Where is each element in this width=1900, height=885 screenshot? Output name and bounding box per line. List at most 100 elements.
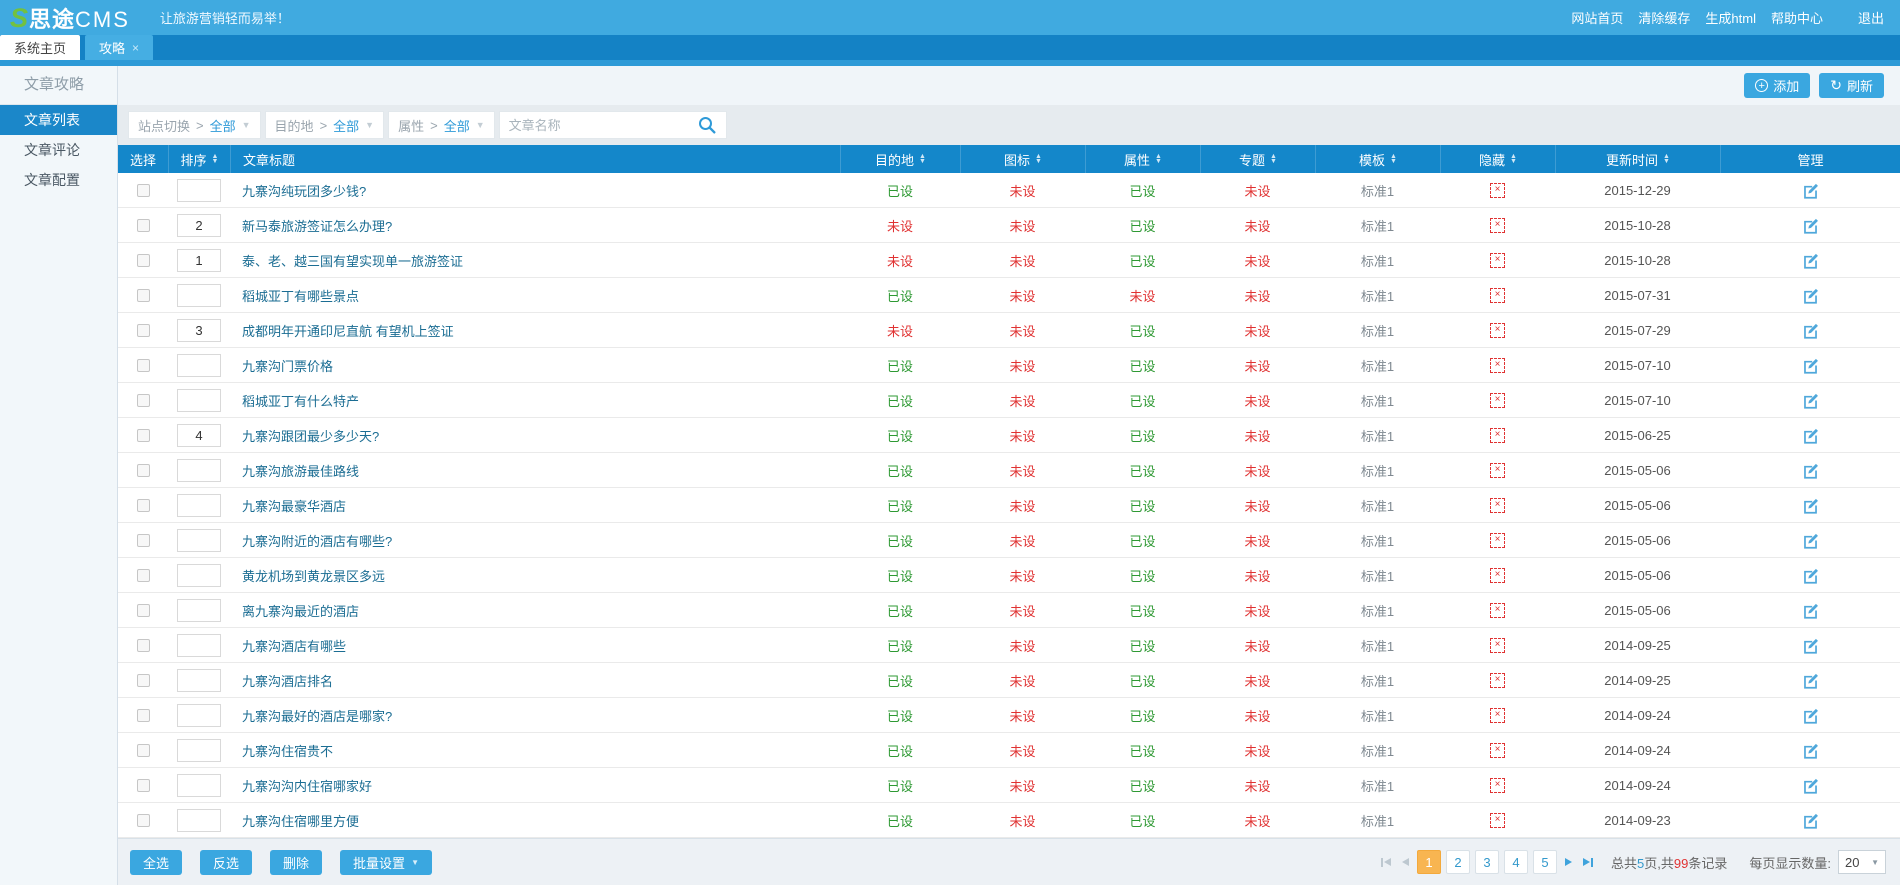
edit-icon[interactable] [1802,462,1819,479]
hidden-x-icon[interactable]: × [1490,287,1505,303]
edit-icon[interactable] [1802,567,1819,584]
sidebar-item[interactable]: 文章配置 [24,172,80,188]
prev-page-button[interactable] [1399,850,1412,874]
edit-icon[interactable] [1802,287,1819,304]
article-title-link[interactable]: 九寨沟住宿贵不 [242,743,334,759]
hidden-x-icon[interactable]: × [1490,497,1505,513]
hidden-x-icon[interactable]: × [1490,532,1505,548]
delete-button[interactable]: 删除 [270,849,323,875]
tab[interactable]: 攻略 × [85,35,154,60]
article-title-link[interactable]: 稻城亚丁有什么特产 [242,393,360,409]
hidden-x-icon[interactable]: × [1490,637,1505,653]
batch-settings-button[interactable]: 批量设置 ▼ [340,849,432,875]
edit-icon[interactable] [1802,322,1819,339]
sort-input[interactable] [177,178,221,202]
hidden-x-icon[interactable]: × [1490,602,1505,618]
column-header[interactable]: 模板 ▲ ▼ [1315,145,1440,173]
sort-icon[interactable]: ▲ ▼ [212,153,219,165]
sort-input[interactable] [177,528,221,552]
sort-input[interactable] [177,423,221,447]
row-checkbox[interactable] [136,533,150,547]
hidden-x-icon[interactable]: × [1490,812,1505,828]
row-checkbox[interactable] [136,743,150,757]
sort-input[interactable] [177,353,221,377]
row-checkbox[interactable] [136,673,150,687]
sort-icon[interactable]: ▲ ▼ [1510,153,1517,165]
edit-icon[interactable] [1802,532,1819,549]
row-checkbox[interactable] [136,253,150,267]
edit-icon[interactable] [1802,497,1819,514]
row-checkbox[interactable] [136,358,150,372]
sort-input[interactable] [177,213,221,237]
row-checkbox[interactable] [136,708,150,722]
filter-dropdown[interactable]: 属性 > 全部 ▼ [388,111,495,139]
sort-input[interactable] [177,248,221,272]
page-button[interactable]: 1 [1417,850,1442,874]
topbar-link[interactable]: 清除缓存 [1638,11,1691,26]
first-page-button[interactable] [1377,850,1394,874]
sort-input[interactable] [177,318,221,342]
page-button[interactable]: 3 [1475,850,1500,874]
edit-icon[interactable] [1802,602,1819,619]
search-icon[interactable] [697,115,717,135]
sort-input[interactable] [177,668,221,692]
edit-icon[interactable] [1802,812,1819,829]
hidden-x-icon[interactable]: × [1490,392,1505,408]
topbar-link[interactable]: 退出 [1857,11,1884,26]
edit-icon[interactable] [1802,182,1819,199]
hidden-x-icon[interactable]: × [1490,217,1505,233]
topbar-link[interactable]: 网站首页 [1571,11,1624,26]
filter-dropdown[interactable]: 站点切换 > 全部 ▼ [128,111,261,139]
hidden-x-icon[interactable]: × [1490,672,1505,688]
sort-input[interactable] [177,773,221,797]
close-icon[interactable]: × [132,40,140,55]
article-title-link[interactable]: 九寨沟附近的酒店有哪些? [242,533,393,549]
article-title-link[interactable]: 离九寨沟最近的酒店 [242,603,360,619]
edit-icon[interactable] [1802,742,1819,759]
sort-input[interactable] [177,493,221,517]
article-title-link[interactable]: 九寨沟沟内住宿哪家好 [242,778,373,794]
row-checkbox[interactable] [136,323,150,337]
filter-dropdown[interactable]: 目的地 > 全部 ▼ [264,111,385,139]
row-checkbox[interactable] [136,778,150,792]
edit-icon[interactable] [1802,252,1819,269]
per-page-select[interactable]: 20 ▼ [1838,850,1886,874]
hidden-x-icon[interactable]: × [1490,462,1505,478]
last-page-button[interactable] [1580,850,1597,874]
hidden-x-icon[interactable]: × [1490,322,1505,338]
article-title-link[interactable]: 泰、老、越三国有望实现单一旅游签证 [242,253,464,269]
article-title-link[interactable]: 黄龙机场到黄龙景区多远 [242,568,386,584]
tab[interactable]: 系统主页 [0,35,81,60]
row-checkbox[interactable] [136,463,150,477]
hidden-x-icon[interactable]: × [1490,357,1505,373]
column-header[interactable]: 隐藏 ▲ ▼ [1440,145,1555,173]
hidden-x-icon[interactable]: × [1490,252,1505,268]
article-title-link[interactable]: 稻城亚丁有哪些景点 [242,288,360,304]
edit-icon[interactable] [1802,357,1819,374]
edit-icon[interactable] [1802,672,1819,689]
sort-input[interactable] [177,598,221,622]
column-header[interactable]: 目的地 ▲ ▼ [840,145,960,173]
column-header[interactable]: 更新时间 ▲ ▼ [1555,145,1720,173]
article-title-link[interactable]: 九寨沟旅游最佳路线 [242,463,360,479]
article-title-link[interactable]: 新马泰旅游签证怎么办理? [242,218,393,234]
sidebar-item[interactable]: 文章评论 [24,142,80,158]
row-checkbox[interactable] [136,183,150,197]
add-button[interactable]: + 添加 [1744,73,1811,98]
row-checkbox[interactable] [136,218,150,232]
hidden-x-icon[interactable]: × [1490,567,1505,583]
hidden-x-icon[interactable]: × [1490,427,1505,443]
next-page-button[interactable] [1562,850,1575,874]
row-checkbox[interactable] [136,428,150,442]
sort-input[interactable] [177,388,221,412]
sort-icon[interactable]: ▲ ▼ [1663,153,1670,165]
sort-input[interactable] [177,283,221,307]
topbar-link[interactable]: 生成html [1705,11,1756,26]
article-title-link[interactable]: 成都明年开通印尼直航 有望机上签证 [242,323,454,339]
article-title-link[interactable]: 九寨沟住宿哪里方便 [242,813,360,829]
select-all-button[interactable]: 全选 [130,849,183,875]
column-header[interactable]: 属性 ▲ ▼ [1085,145,1200,173]
edit-icon[interactable] [1802,427,1819,444]
row-checkbox[interactable] [136,813,150,827]
edit-icon[interactable] [1802,707,1819,724]
